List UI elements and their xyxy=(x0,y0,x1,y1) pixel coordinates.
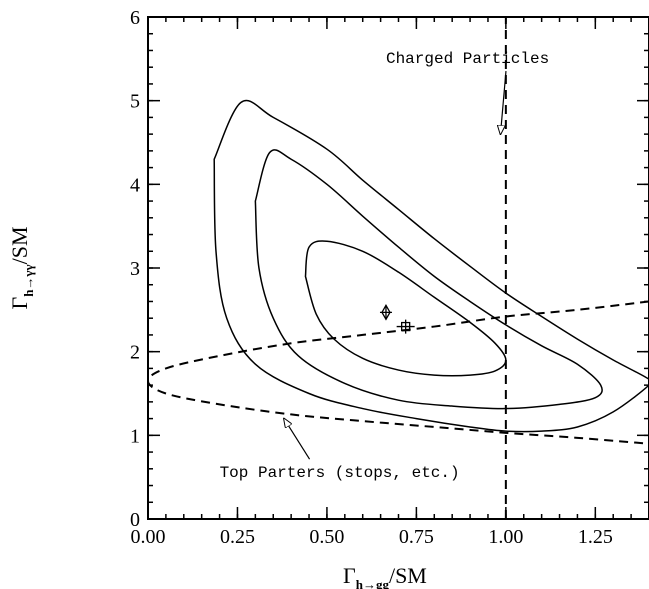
x-tick-labels: 0.00 0.25 0.50 0.75 1.00 1.25 xyxy=(131,526,613,548)
y-tick-label: 0 xyxy=(130,509,140,531)
marker-square-cross xyxy=(396,319,415,334)
marker-diamond-cross xyxy=(379,305,392,320)
y-tick-label: 1 xyxy=(130,425,140,447)
y-tick-label: 6 xyxy=(130,7,140,29)
plot-frame xyxy=(147,16,649,520)
x-tick-label: 0.00 xyxy=(131,526,166,548)
y-axis-symbol: Γ xyxy=(7,297,32,310)
contour-group xyxy=(213,99,649,433)
plot-area xyxy=(148,17,649,519)
annotations: Charged Particles Top Parters (stops, etc… xyxy=(220,50,550,482)
x-axis-title: Γh→gg/SM xyxy=(343,563,427,589)
contour-middle xyxy=(254,149,603,410)
y-tick-label: 3 xyxy=(130,258,140,280)
y-tick-label: 5 xyxy=(130,91,140,113)
y-axis-subscript: h→γγ xyxy=(21,264,36,296)
x-axis-symbol: Γ xyxy=(343,563,356,588)
x-tick-label: 0.25 xyxy=(220,526,255,548)
x-axis-suffix: /SM xyxy=(389,563,427,588)
x-axis-subscript: h→gg xyxy=(356,577,390,589)
best-fit-markers xyxy=(379,304,415,334)
y-tick-label: 4 xyxy=(130,174,140,196)
top-partners-label: Top Parters (stops, etc.) xyxy=(220,464,460,482)
top-partners-label-arrow xyxy=(284,419,311,460)
charged-particles-label: Charged Particles xyxy=(386,50,549,68)
contour-outer xyxy=(213,99,649,433)
y-tick-label: 2 xyxy=(130,342,140,364)
x-tick-label: 0.50 xyxy=(309,526,344,548)
x-tick-label: 1.00 xyxy=(488,526,523,548)
y-axis-suffix: /SM xyxy=(7,226,32,264)
top-partners-curve xyxy=(148,300,649,445)
y-tick-labels: 0 1 2 3 4 5 6 xyxy=(130,7,140,531)
x-tick-label: 0.75 xyxy=(399,526,434,548)
x-tick-label: 1.25 xyxy=(578,526,613,548)
charged-particles-label-arrow xyxy=(500,70,507,134)
contour-inner xyxy=(304,240,507,377)
axis-ticks xyxy=(147,16,649,520)
y-axis-title: Γh→γγ/SM xyxy=(7,226,36,309)
exclusion-curves xyxy=(148,17,649,519)
